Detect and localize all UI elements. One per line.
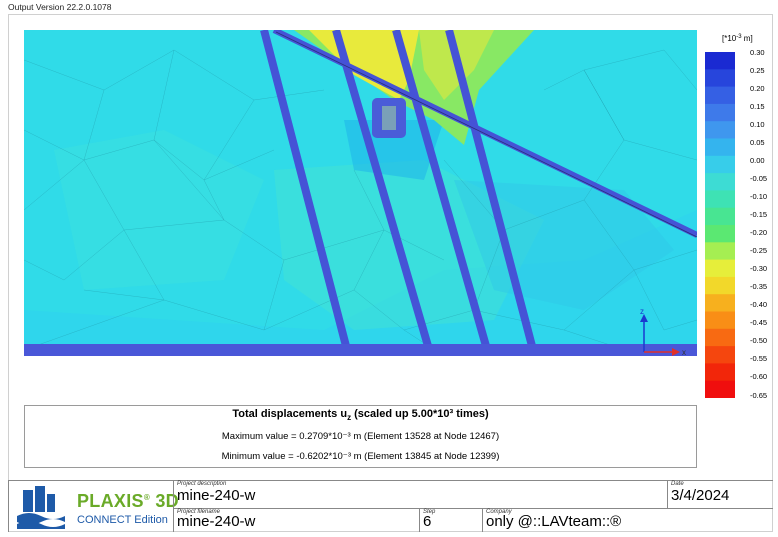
legend-tick-label: -0.55 xyxy=(750,354,768,364)
company-label: Company xyxy=(486,509,512,515)
legend-tick-label: 0.10 xyxy=(750,119,765,129)
project-description-cell: Project description mine-240-w xyxy=(173,480,667,508)
legend-swatch xyxy=(705,328,735,347)
legend-tick-label: 0.05 xyxy=(750,137,765,147)
title-block: PLAXIS® 3D CONNECT Edition Project descr… xyxy=(8,480,773,532)
legend-tick-label: -0.50 xyxy=(750,336,768,346)
legend-color-bar xyxy=(705,52,735,398)
legend-swatch xyxy=(705,294,735,312)
z-axis-label: z xyxy=(640,307,644,316)
brand-name: PLAXIS® 3D xyxy=(77,491,179,511)
legend-swatch xyxy=(705,69,735,88)
legend-tick-label: -0.65 xyxy=(750,390,768,400)
legend-tick-label: -0.45 xyxy=(750,318,768,328)
inclined-beam-edge xyxy=(275,31,697,238)
legend-swatch xyxy=(705,86,735,105)
legend-tick-label: -0.30 xyxy=(750,264,768,274)
project-filename-label: Project filename xyxy=(177,509,221,515)
page-frame xyxy=(8,14,773,532)
x-axis-label: x xyxy=(682,348,686,356)
legend-tick-label: 0.20 xyxy=(750,83,765,93)
contour-plot-canvas: z x xyxy=(24,30,697,356)
project-description-label: Project description xyxy=(177,481,227,487)
mesh-lines xyxy=(24,49,697,356)
output-version-label: Output Version 22.2.0.1078 xyxy=(8,2,112,12)
plaxis-logo-icon xyxy=(17,486,65,529)
legend-swatch xyxy=(705,121,735,139)
maximum-value-line: Maximum value = 0.2709*10⁻³ m (Element 1… xyxy=(221,431,500,442)
date-cell: Date 3/4/2024 xyxy=(667,480,773,508)
legend-swatch xyxy=(705,173,735,191)
legend-tick-label: -0.15 xyxy=(750,209,768,219)
result-summary-box: Total displacements uz (scaled up 5.00*1… xyxy=(24,405,697,468)
legend-swatch xyxy=(705,259,735,278)
legend-tick-label: -0.10 xyxy=(750,191,768,201)
legend-swatch xyxy=(705,225,735,243)
legend-swatch xyxy=(705,242,735,261)
project-description-value: mine-240-w xyxy=(177,487,256,504)
contour-plot-viewport[interactable]: z x xyxy=(24,30,697,356)
bottom-slab xyxy=(24,344,697,356)
legend-tick-label: -0.25 xyxy=(750,246,768,256)
legend-swatch xyxy=(705,276,735,295)
legend-swatch xyxy=(705,363,735,382)
step-cell: Step 6 xyxy=(419,508,482,532)
legend-tick-label: -0.20 xyxy=(750,228,768,238)
minimum-value-line: Minimum value = -0.6202*10⁻³ m (Element … xyxy=(221,451,500,462)
legend-swatch xyxy=(705,190,735,209)
legend-swatch xyxy=(705,207,735,226)
contour-region-right xyxy=(454,180,674,310)
legend-swatch xyxy=(705,52,735,70)
legend-tick-label: 0.15 xyxy=(750,101,765,111)
step-label: Step xyxy=(423,509,436,515)
date-label: Date xyxy=(671,481,684,487)
legend-tick-label: -0.05 xyxy=(750,173,768,183)
company-cell: Company only @::LAVteam::® xyxy=(482,508,773,532)
legend-swatch xyxy=(705,155,735,174)
project-filename-cell: Project filename mine-240-w xyxy=(173,508,419,532)
legend-swatch xyxy=(705,311,735,330)
brand-edition: CONNECT Edition xyxy=(77,514,168,526)
axis-indicator xyxy=(640,314,680,356)
legend-unit: [*10-3 m] xyxy=(722,34,753,43)
project-filename-value: mine-240-w xyxy=(177,513,256,530)
legend-tick-label: 0.00 xyxy=(750,155,765,165)
date-value: 3/4/2024 xyxy=(671,487,730,504)
contour-region-yellow xyxy=(309,30,419,100)
legend-swatch xyxy=(705,138,735,157)
step-value: 6 xyxy=(423,513,432,530)
legend-tick-label: -0.35 xyxy=(750,282,768,292)
brand-cell: PLAXIS® 3D CONNECT Edition xyxy=(8,480,179,532)
legend-swatch xyxy=(705,346,735,364)
legend-tick-label: -0.40 xyxy=(750,300,768,310)
contour-region-left xyxy=(54,130,264,290)
legend-swatch xyxy=(705,103,735,122)
legend-tick-label: -0.60 xyxy=(750,372,768,382)
strut-beams xyxy=(260,30,697,348)
box-element-inner xyxy=(382,106,396,130)
legend-swatch xyxy=(705,380,735,398)
result-title: Total displacements uz (scaled up 5.00*1… xyxy=(232,408,489,423)
company-value: only @::LAVteam::® xyxy=(486,513,622,530)
legend-tick-label: 0.30 xyxy=(750,47,765,57)
legend-tick-label: 0.25 xyxy=(750,65,765,75)
